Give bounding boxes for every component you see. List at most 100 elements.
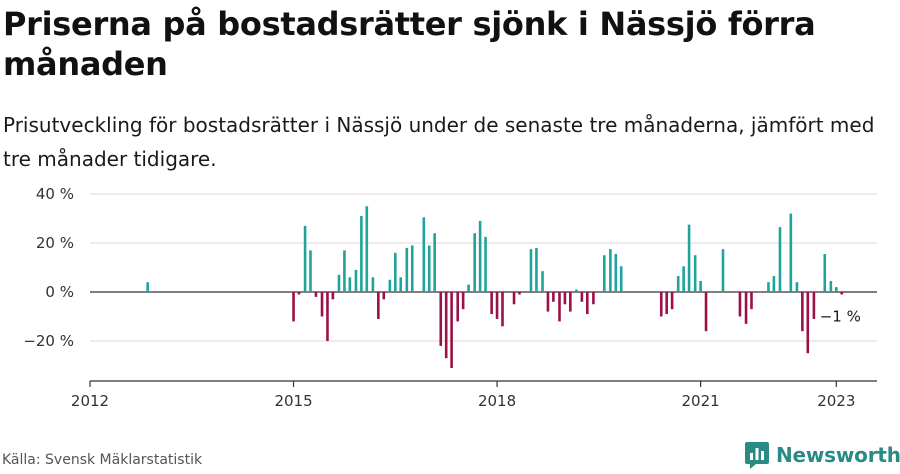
bar — [535, 247, 538, 292]
bar — [439, 292, 443, 346]
bar — [676, 276, 680, 292]
newsworthy-logo-icon — [745, 442, 769, 469]
bar — [812, 292, 816, 319]
bar — [467, 284, 470, 292]
gridlines — [90, 193, 877, 342]
bar — [602, 255, 606, 292]
newsworthy-brand-name: Newsworthy — [776, 443, 900, 467]
bar — [767, 282, 770, 292]
bar — [744, 292, 748, 324]
bar — [360, 216, 363, 292]
bar — [433, 233, 436, 292]
bar — [518, 292, 521, 295]
bar — [512, 292, 516, 305]
bar — [575, 289, 578, 292]
bar — [292, 292, 295, 322]
chart-title: Priserna på bostadsrätter sjönk i Nässjö… — [3, 5, 816, 83]
bar — [693, 255, 697, 292]
bar — [348, 277, 352, 292]
bar — [529, 249, 533, 293]
bar — [501, 292, 504, 327]
bar — [778, 227, 782, 292]
bar — [337, 274, 341, 292]
x-tick-label: 2018 — [478, 392, 516, 410]
bar — [478, 220, 482, 292]
last-value-annotation: −1 % — [820, 307, 861, 325]
bar — [659, 292, 663, 317]
bar — [146, 282, 149, 292]
bar — [586, 292, 589, 315]
bar — [670, 292, 674, 310]
bar — [456, 292, 460, 322]
y-tick-label: 40 % — [36, 185, 74, 203]
bar — [687, 224, 691, 293]
bar — [365, 206, 369, 292]
bar — [721, 249, 725, 293]
bars — [146, 206, 844, 368]
y-axis-labels: 40 % 20 % 0 % −20 % — [23, 185, 74, 350]
bar — [297, 292, 301, 295]
bar — [580, 292, 584, 302]
bar — [354, 269, 358, 292]
bar — [558, 292, 561, 322]
bar — [750, 292, 753, 310]
bar — [495, 292, 499, 319]
bar — [699, 280, 702, 292]
bar — [461, 292, 465, 310]
bar — [405, 247, 409, 292]
bar — [309, 250, 312, 292]
bar — [422, 217, 426, 292]
bar — [789, 213, 793, 292]
bar — [473, 233, 476, 292]
bar — [388, 279, 392, 292]
x-tick-label: 2023 — [817, 392, 855, 410]
bar — [704, 292, 708, 332]
bar — [394, 252, 397, 292]
bar — [331, 292, 335, 300]
bar — [682, 266, 685, 292]
newsworthy-logo[interactable]: Newsworthy — [744, 440, 900, 470]
bar — [377, 292, 380, 319]
bar — [382, 292, 386, 300]
bar — [614, 254, 618, 292]
bar — [371, 277, 375, 292]
y-tick-label: 0 % — [45, 283, 74, 301]
bar — [592, 292, 595, 305]
bar — [343, 250, 346, 292]
source-note: Källa: Svensk Mäklarstatistik — [2, 452, 203, 468]
bar — [569, 292, 572, 312]
bar — [552, 292, 555, 302]
x-axis: 2012 2015 2018 2021 2023 — [71, 380, 877, 410]
bar — [541, 271, 544, 292]
x-tick-label: 2012 — [71, 392, 109, 410]
bar — [427, 245, 431, 292]
bar — [450, 292, 453, 368]
bar — [320, 292, 324, 317]
y-tick-label: −20 % — [23, 332, 74, 350]
bar — [490, 292, 493, 315]
bar — [314, 292, 318, 297]
x-tick-label: 2021 — [682, 392, 720, 410]
bar — [410, 245, 414, 292]
bar — [795, 282, 799, 292]
bar — [829, 280, 833, 292]
bar — [303, 225, 307, 292]
bar — [619, 266, 623, 292]
bar — [563, 292, 567, 305]
bar — [801, 292, 804, 332]
bar — [484, 236, 487, 293]
chart-subtitle: Prisutveckling för bostadsrätter i Nässj… — [3, 113, 875, 171]
bar — [738, 292, 742, 317]
bar — [840, 292, 844, 295]
bar — [326, 292, 329, 341]
x-tick-label: 2015 — [274, 392, 312, 410]
bar — [399, 277, 403, 292]
bar — [772, 276, 776, 292]
bar — [823, 254, 827, 292]
bar — [665, 292, 668, 315]
y-tick-label: 20 % — [36, 234, 74, 252]
bar — [444, 292, 448, 359]
bar — [546, 292, 550, 312]
bar-chart: 40 % 20 % 0 % −20 % 2012 2015 2018 2021 2023 −1… — [23, 185, 877, 410]
bar — [609, 249, 612, 293]
